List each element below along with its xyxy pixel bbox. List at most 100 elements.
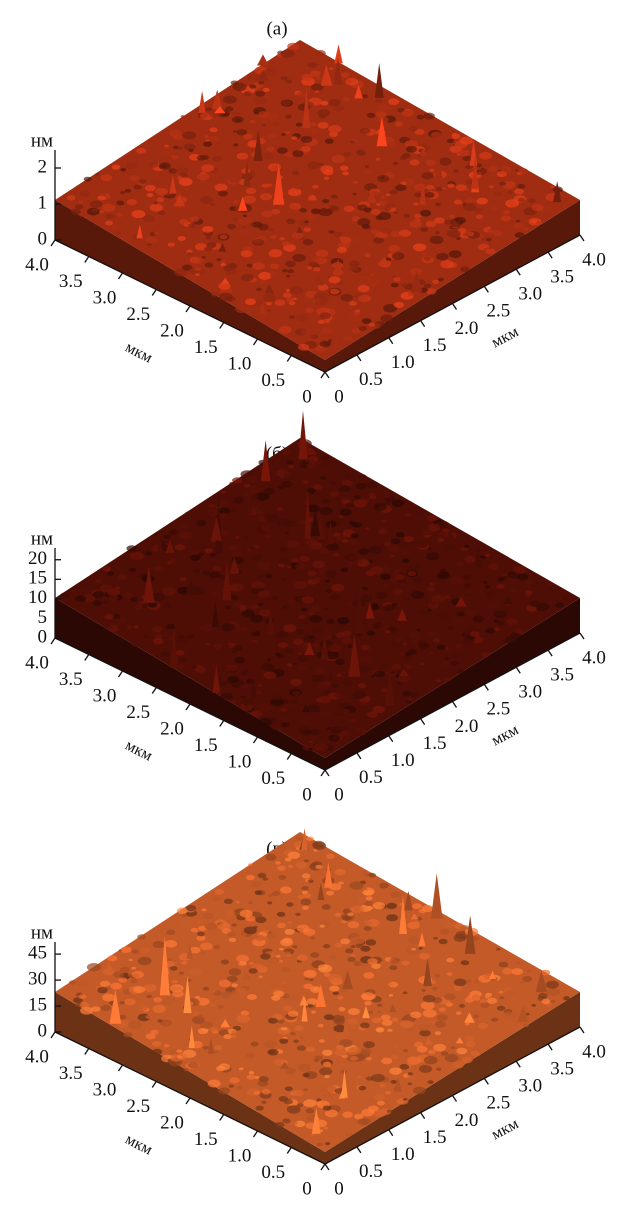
surface-texture (360, 128, 371, 134)
surface-texture (461, 960, 470, 965)
surface-texture (150, 178, 161, 184)
surface-texture (440, 929, 450, 935)
surface-texture (263, 1040, 276, 1048)
surface-texture (312, 561, 325, 569)
surface-texture (423, 113, 434, 120)
surface-texture (433, 251, 439, 254)
surface-texture (280, 939, 293, 947)
surface-texture (371, 566, 384, 574)
y-tick-label: 4.0 (582, 249, 606, 270)
surface-texture (301, 136, 313, 143)
surface-texture (223, 95, 237, 103)
surface-texture (267, 658, 271, 661)
surface-texture (188, 223, 196, 228)
x-tick-label: 0 (302, 784, 312, 805)
surface-texture (373, 624, 381, 629)
surface-texture (240, 668, 246, 671)
surface-texture (428, 1050, 436, 1055)
x-tick (152, 1082, 156, 1088)
surface-texture (452, 1062, 464, 1069)
surface-texture (112, 165, 121, 170)
surface-texture (466, 590, 474, 595)
surface-texture (331, 155, 344, 163)
surface-texture (246, 934, 251, 937)
surface-texture (456, 237, 460, 240)
surface-texture (144, 635, 148, 638)
surface-texture (497, 584, 505, 589)
surface-texture (255, 890, 263, 895)
y-tick (453, 304, 457, 310)
surface-texture (292, 150, 303, 157)
surface-texture (280, 886, 292, 893)
y-tick-label: 1.5 (423, 733, 447, 754)
surface-texture (153, 941, 165, 948)
surface-texture (270, 263, 280, 269)
surface-texture (152, 1049, 162, 1055)
surface-texture (454, 978, 467, 986)
surface-texture (209, 504, 215, 508)
surface-texture (352, 193, 356, 195)
surface-texture (164, 603, 171, 607)
surface-texture (262, 1089, 271, 1094)
surface-texture (414, 577, 423, 582)
surface-texture (175, 544, 186, 550)
surface-texture (340, 1070, 347, 1074)
surface-texture (252, 640, 258, 643)
surface-texture (329, 955, 337, 960)
surface-texture (395, 184, 406, 191)
surface-texture (319, 1067, 332, 1075)
surface-texture (275, 1122, 285, 1128)
surface-texture (408, 1083, 413, 1086)
surface-texture (317, 292, 330, 300)
surface-texture (154, 533, 158, 535)
surface-texture (286, 902, 293, 906)
surface-texture (315, 90, 319, 93)
surface-texture (357, 204, 368, 210)
surface-texture (337, 184, 347, 190)
surface-texture (340, 165, 349, 170)
surface-texture (457, 612, 465, 617)
surface-texture (400, 156, 407, 160)
surface-texture (313, 988, 318, 991)
surface-texture (419, 1065, 432, 1073)
surface-texture (289, 286, 303, 294)
surface-texture (173, 146, 179, 149)
surface-texture (288, 465, 294, 469)
surface-texture (445, 1054, 459, 1062)
surface-texture (127, 199, 137, 205)
surface-texture (347, 957, 355, 962)
surface-texture (236, 1014, 250, 1022)
surface-texture (407, 1028, 414, 1032)
surface-texture (319, 507, 332, 515)
surface-texture (288, 852, 300, 859)
surface-texture (334, 1048, 347, 1056)
x-tick (321, 770, 325, 776)
surface-texture (371, 1074, 385, 1082)
surface-texture (424, 284, 432, 289)
y-axis-label: мкм (489, 721, 522, 749)
surface-texture (412, 903, 422, 909)
surface-texture (322, 199, 329, 203)
surface-texture (340, 509, 352, 516)
surface-texture (300, 899, 311, 905)
surface-texture (453, 169, 459, 172)
surface-texture (536, 221, 540, 224)
surface-texture (252, 221, 262, 227)
surface-texture (291, 699, 298, 703)
z-tick-label: 15 (28, 568, 47, 589)
surface-texture (258, 272, 271, 280)
surface-texture (341, 294, 353, 301)
surface-texture (298, 1064, 311, 1072)
surface-texture (310, 952, 319, 958)
surface-texture (198, 1028, 208, 1034)
surface-texture (421, 1001, 435, 1009)
surface-texture (308, 162, 320, 169)
surface-texture (517, 184, 525, 189)
surface-texture (205, 923, 218, 931)
surface-texture (75, 204, 83, 209)
surface-texture (301, 596, 314, 604)
surface-texture (435, 203, 441, 206)
surface-texture (268, 894, 273, 897)
surface-texture (430, 236, 444, 244)
surface-texture (287, 565, 291, 568)
